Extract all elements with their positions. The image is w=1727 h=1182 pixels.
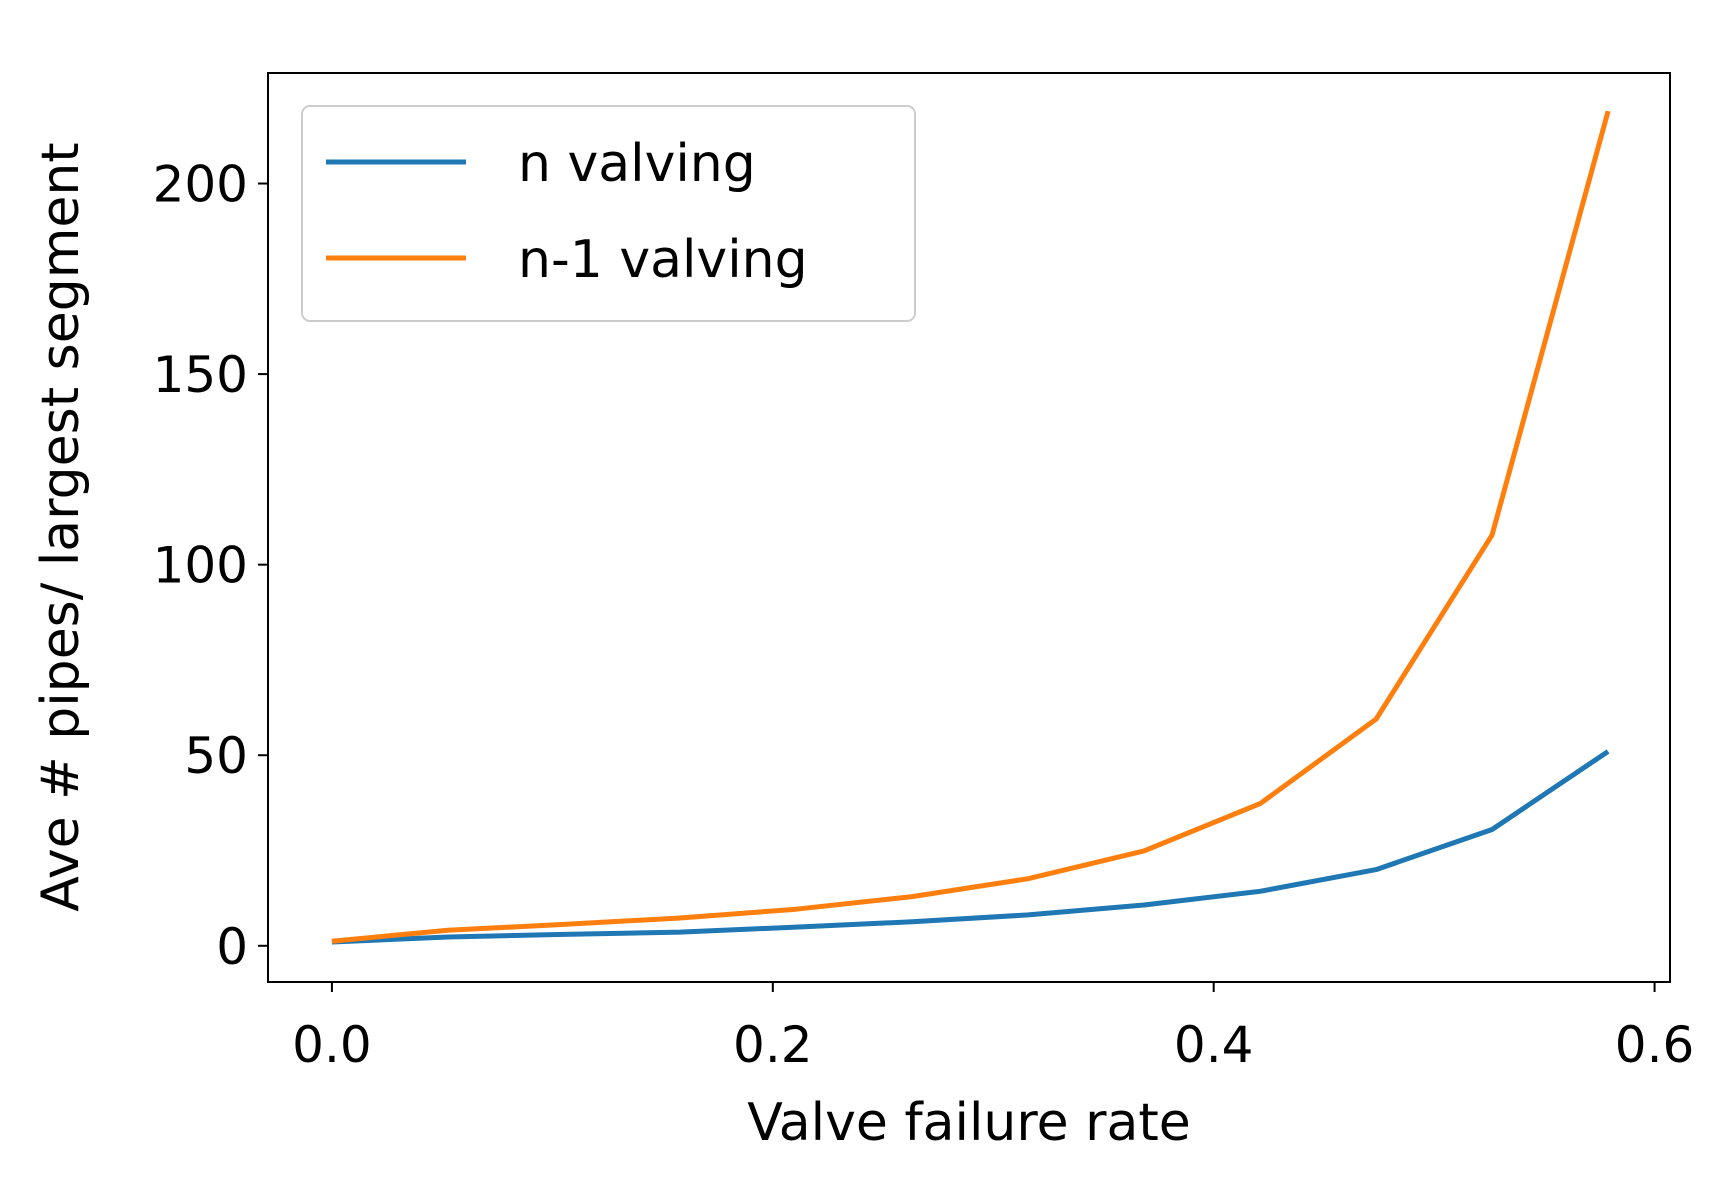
y-tick-label: 0 <box>216 918 248 976</box>
y-tick-label: 50 <box>184 727 248 785</box>
legend-label-n-1-valving: n-1 valving <box>518 230 808 290</box>
y-axis: 0 50 100 150 200 <box>153 156 268 976</box>
y-tick-label: 100 <box>153 537 248 595</box>
y-tick-label: 200 <box>153 156 248 214</box>
x-axis-label: Valve failure rate <box>747 1093 1191 1153</box>
series-line-n-1-valving <box>331 110 1611 944</box>
plot-frame <box>267 72 1671 983</box>
series-line-n-valving <box>331 749 1610 945</box>
legend-label-n-valving: n valving <box>518 134 756 194</box>
y-tick-label: 150 <box>153 346 248 404</box>
series-layer <box>331 110 1611 945</box>
x-tick-label: 0.0 <box>292 1016 372 1074</box>
x-tick-label: 0.4 <box>1174 1016 1254 1074</box>
x-axis: 0.0 0.2 0.4 0.6 <box>292 982 1694 1074</box>
x-tick-label: 0.6 <box>1615 1016 1695 1074</box>
y-axis-label: Ave # pipes/ largest segment <box>31 142 91 911</box>
x-tick-label: 0.2 <box>733 1016 813 1074</box>
legend: n valving n-1 valving <box>301 105 916 322</box>
